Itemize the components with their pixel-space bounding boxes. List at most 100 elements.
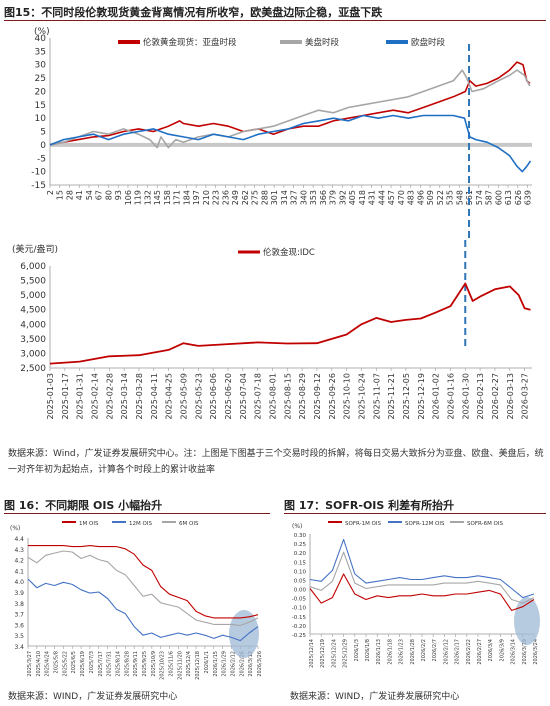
x-tick-label: 158 bbox=[163, 190, 172, 205]
y-tick-label: 5 bbox=[40, 128, 46, 138]
series-line bbox=[49, 114, 532, 173]
y-tick-label: -0.25 bbox=[292, 633, 307, 639]
x-tick-label: 639 bbox=[524, 190, 533, 205]
x-tick-label: 392 bbox=[338, 190, 347, 205]
y-tick-label: 0.10 bbox=[294, 569, 307, 575]
x-tick-label: 2025/5/22 bbox=[62, 651, 68, 677]
x-tick-label: 548 bbox=[455, 190, 464, 205]
x-tick-label: 600 bbox=[494, 190, 503, 205]
y-tick-label: 6,000 bbox=[20, 262, 46, 272]
series-line bbox=[49, 61, 531, 146]
y-tick-label: 4.1 bbox=[14, 568, 24, 575]
x-tick-label: 2026/1/13 bbox=[376, 639, 382, 665]
series-line bbox=[309, 573, 535, 611]
y-tick-label: 20 bbox=[35, 87, 47, 97]
x-tick-label: 431 bbox=[368, 190, 377, 205]
y-tick-label: -0.05 bbox=[292, 597, 307, 603]
y-tick-label: 4,000 bbox=[20, 320, 46, 330]
x-tick-label: 2026/1/18 bbox=[387, 639, 393, 665]
x-tick-label: 41 bbox=[75, 190, 84, 200]
x-tick-label: 509 bbox=[426, 190, 435, 205]
x-tick-label: 2025-12-19 bbox=[417, 373, 426, 420]
x-tick-label: 2025-08-29 bbox=[298, 373, 307, 420]
x-tick-label: 93 bbox=[114, 190, 123, 200]
y-tick-label: 3.4 bbox=[14, 644, 24, 651]
x-tick-label: 2026-01-16 bbox=[446, 373, 455, 420]
y-tick-label: 0.00 bbox=[294, 588, 307, 594]
x-tick-label: 2025-11-21 bbox=[387, 373, 396, 420]
y-tick-label: 3.8 bbox=[14, 601, 24, 608]
x-tick-label: 223 bbox=[212, 190, 221, 205]
y-tick-label: 0.30 bbox=[294, 533, 307, 539]
y-tick-label: 4.3 bbox=[14, 547, 24, 554]
y-tick-label: 4,500 bbox=[20, 306, 46, 316]
x-tick-label: 2026/1/8 bbox=[365, 639, 371, 661]
x-tick-label: 2026/3/19 bbox=[522, 639, 528, 665]
x-tick-label: 2026/2/2 bbox=[421, 639, 427, 661]
x-tick-label: 275 bbox=[251, 190, 260, 205]
x-tick-label: 2025/9/25 bbox=[142, 651, 148, 677]
series-line bbox=[27, 550, 259, 627]
x-tick-label: 2026/2/17 bbox=[455, 639, 461, 665]
y-tick-label: 4.2 bbox=[14, 558, 24, 565]
x-tick-label: 2025-01-17 bbox=[61, 373, 70, 420]
x-tick-label: 353 bbox=[309, 190, 318, 205]
figure16-title: 图 16：不同期限 OIS 小幅抬升 bbox=[4, 499, 163, 512]
y-tick-label: 4.0 bbox=[14, 579, 24, 586]
x-tick-label: 2025/12/4 bbox=[186, 651, 192, 677]
x-tick-label: 2025/7/31 bbox=[107, 651, 113, 677]
x-tick-label: 2026/1/1 bbox=[204, 651, 210, 673]
x-tick-label: 2025-07-04 bbox=[239, 373, 248, 420]
legend-label: 伦敦黄金现货：亚盘时段 bbox=[143, 37, 237, 48]
x-tick-label: 2025/7/3 bbox=[89, 651, 95, 673]
x-tick-label: 2026-01-30 bbox=[461, 373, 470, 420]
y-tick-label: 0.05 bbox=[294, 578, 307, 584]
x-tick-label: 2025/10/9 bbox=[151, 651, 157, 677]
x-tick-label: 2025-02-14 bbox=[90, 373, 99, 420]
y-tick-label: 5,000 bbox=[20, 291, 46, 301]
x-tick-label: 444 bbox=[377, 190, 386, 205]
x-tick-label: 2025/12/24 bbox=[331, 639, 337, 668]
x-tick-label: 2 bbox=[46, 190, 55, 195]
london-gold-chart: 2,500 3,000 3,500 4,000 4,500 5,000 5,500 6,000… bbox=[12, 240, 532, 420]
y-tick-label: 0.25 bbox=[294, 542, 307, 548]
highlight-ellipse bbox=[229, 610, 259, 658]
x-tick-label: 2026/3/12 bbox=[248, 651, 254, 677]
x-tick-label: 171 bbox=[173, 190, 182, 205]
x-tick-label: 301 bbox=[270, 190, 279, 205]
x-tick-label: 457 bbox=[387, 190, 396, 205]
x-tick-label: 2025-04-25 bbox=[165, 373, 174, 420]
x-tick-label: 2026/1/23 bbox=[399, 639, 405, 665]
x-tick-label: 288 bbox=[260, 190, 269, 205]
x-tick-label: 470 bbox=[397, 190, 406, 205]
figure17-source: 数据来源：WIND，广发证券发展研究中心 bbox=[290, 692, 460, 702]
y-tick-label: 25 bbox=[35, 74, 46, 84]
x-tick-label: 2025-09-26 bbox=[328, 373, 337, 420]
sofr-ois-chart: -0.25 -0.20 -0.15 -0.10 -0.05 0.00 0.05 0.10 0.1… bbox=[292, 521, 540, 668]
y-tick-label: 3,000 bbox=[20, 349, 46, 359]
legend-label: 6M OIS bbox=[179, 521, 199, 527]
x-tick-label: 483 bbox=[407, 190, 416, 205]
x-tick-label: 2025/4/10 bbox=[36, 651, 42, 677]
y-tick-label: 0 bbox=[40, 141, 46, 151]
x-tick-label: 314 bbox=[280, 190, 289, 205]
x-tick-label: 249 bbox=[231, 190, 240, 205]
x-tick-label: 2025-10-10 bbox=[343, 373, 352, 420]
x-tick-label: 2025/3/27 bbox=[27, 651, 33, 677]
y-tick-label: 15 bbox=[35, 101, 46, 111]
y-tick-label: 0.15 bbox=[294, 560, 307, 566]
y-tick-label: -0.10 bbox=[292, 606, 307, 612]
x-tick-label: 2025/4/24 bbox=[45, 651, 51, 677]
y-tick-label: 0.20 bbox=[294, 551, 307, 557]
y-axis-label: (美元/盎司) bbox=[12, 243, 58, 255]
x-tick-label: 327 bbox=[290, 190, 299, 205]
legend-label: SOFR-6M OIS bbox=[467, 521, 504, 527]
x-tick-label: 2025-01-31 bbox=[76, 373, 85, 420]
x-tick-label: 80 bbox=[104, 190, 113, 200]
legend-label: 伦敦金现:IDC bbox=[263, 247, 315, 258]
y-tick-label: -15 bbox=[31, 181, 46, 191]
x-tick-label: 2025/12/19 bbox=[320, 639, 326, 668]
x-tick-label: 2025/12/29 bbox=[343, 639, 349, 668]
x-tick-label: 405 bbox=[348, 190, 357, 205]
x-tick-label: 2025-06-20 bbox=[224, 373, 233, 420]
